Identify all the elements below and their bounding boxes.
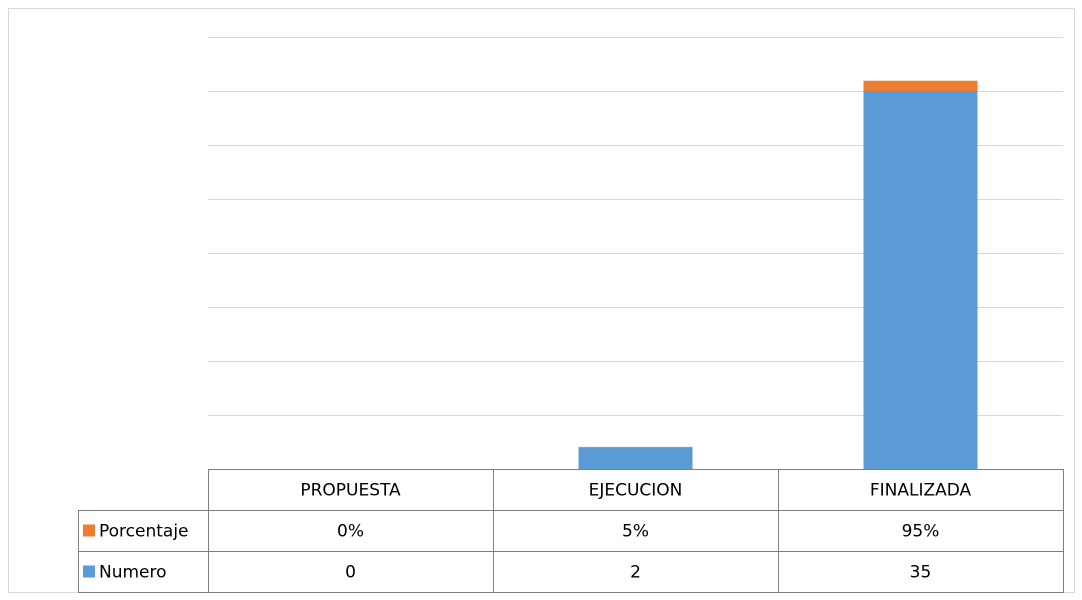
- bar-segment: [578, 446, 693, 448]
- legend-label: Porcentaje: [99, 522, 189, 542]
- table-value: 2: [630, 563, 641, 583]
- x-tick-label: PROPUESTA: [300, 481, 401, 501]
- bar-segment: [863, 80, 978, 91]
- table-row: [78, 551, 1064, 593]
- x-tick-label: FINALIZADA: [870, 481, 972, 501]
- x-tick-label: EJECUCION: [589, 481, 683, 501]
- table-value: 0: [345, 563, 356, 583]
- table-value: 5%: [622, 522, 649, 542]
- legend-swatch: [83, 524, 95, 537]
- bar-segment: [578, 447, 693, 469]
- table-value: 95%: [902, 522, 940, 542]
- table-value: 35: [910, 563, 932, 583]
- legend-label: Numero: [99, 563, 167, 583]
- legend-swatch: [83, 565, 95, 578]
- bar-segment: [863, 91, 978, 469]
- table-value: 0%: [337, 522, 364, 542]
